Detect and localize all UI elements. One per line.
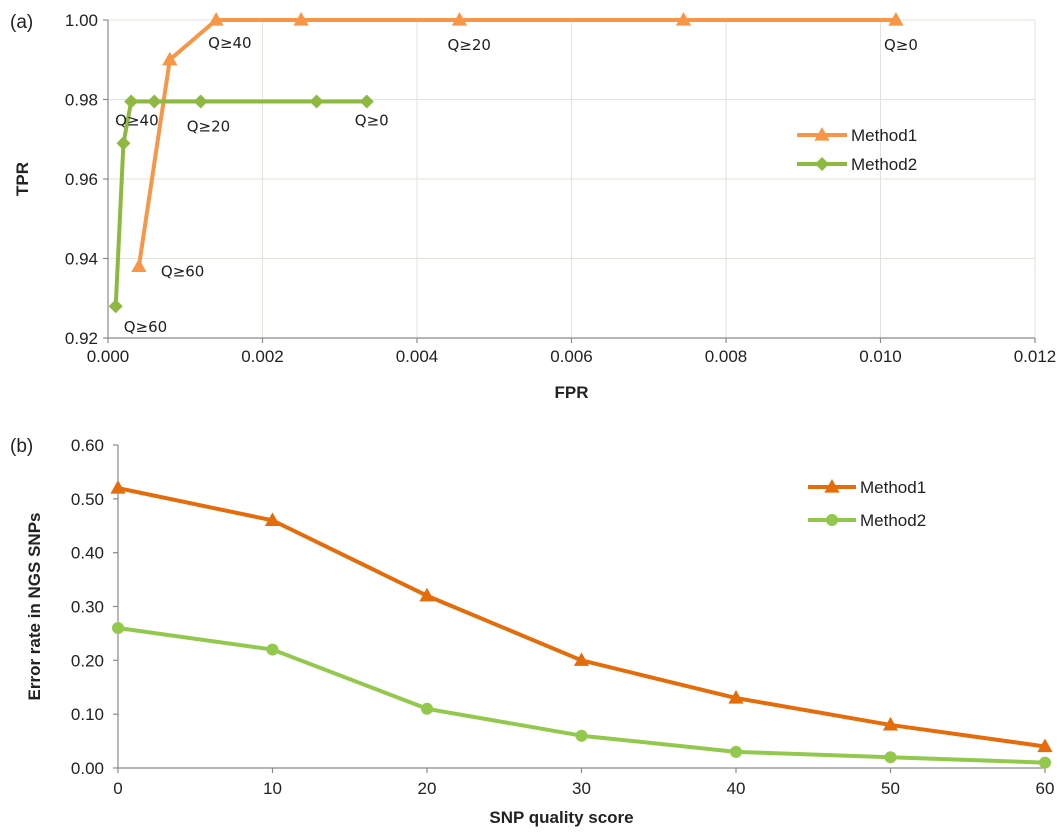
series-method2 — [108, 94, 374, 314]
y-axis-title: TPR — [13, 162, 32, 196]
data-point — [147, 94, 162, 109]
data-point — [124, 94, 139, 109]
series-line — [113, 99, 367, 307]
data-point — [675, 12, 692, 26]
x-tick-label: 0.004 — [396, 347, 439, 366]
y-tick-label: 0.30 — [71, 598, 104, 617]
data-point — [884, 751, 897, 764]
data-point — [116, 136, 131, 151]
x-axis-title: SNP quality score — [489, 808, 633, 827]
x-tick-label: 30 — [572, 779, 591, 798]
data-point — [112, 622, 124, 635]
data-point — [575, 729, 588, 742]
x-axis-title: FPR — [555, 383, 589, 402]
y-tick-label: 0.10 — [71, 705, 104, 724]
data-point — [421, 702, 433, 715]
annotation-label: Q≥60 — [124, 318, 167, 336]
data-point — [730, 745, 742, 758]
y-tick-label: 1.00 — [65, 11, 98, 30]
x-tick-label: 20 — [418, 779, 437, 798]
legend-swatch-marker — [824, 479, 840, 493]
annotation-label: Q≥60 — [161, 262, 204, 280]
x-tick-label: 0.002 — [241, 347, 284, 366]
x-tick-label: 0.006 — [550, 347, 593, 366]
data-point — [108, 299, 123, 314]
chart-a: (a) 0.92 0.94 0.96 0.98 1.00 0.000 0.002 0.004 0.… — [10, 11, 1056, 402]
annotation-label: Q≥20 — [187, 117, 230, 135]
legend-a: Method1 Method2 — [797, 126, 917, 174]
annotation-label: Q≥0 — [884, 36, 918, 54]
legend-b: Method1 Method2 — [808, 478, 926, 530]
y-tick-label: 0.92 — [65, 329, 98, 348]
x-tick-label: 60 — [1036, 779, 1055, 798]
legend-label: Method2 — [860, 511, 926, 530]
y-tick-label: 0.94 — [65, 250, 98, 269]
data-point — [359, 94, 374, 109]
data-point — [419, 587, 435, 602]
chart-b: (b) 0.00 0.10 0.20 0.30 0.40 0.50 0.60 0 10 20 30 40… — [10, 436, 1054, 827]
x-tick-label: 10 — [263, 779, 282, 798]
legend-swatch-marker — [826, 514, 838, 526]
annotation-label: Q≥40 — [208, 34, 251, 52]
panel-label-b: (b) — [10, 436, 33, 457]
data-point — [131, 258, 147, 273]
data-point — [1039, 756, 1051, 769]
y-tick-label: 0.98 — [65, 91, 98, 110]
data-point — [573, 652, 590, 666]
annotation-label: Q≥40 — [115, 111, 158, 129]
annotation-label: Q≥20 — [447, 36, 490, 54]
x-tick-label: 0.010 — [859, 347, 902, 366]
series-method1 — [131, 12, 904, 273]
annotation-label: Q≥0 — [355, 111, 389, 129]
series-method2 — [112, 622, 1051, 769]
data-point — [728, 690, 744, 704]
y-tick-label: 0.20 — [71, 651, 104, 670]
series-method1 — [110, 480, 1053, 753]
data-point — [193, 94, 208, 109]
data-point — [451, 12, 468, 26]
data-point — [293, 12, 309, 26]
y-axis-title: Error rate in NGS SNPs — [25, 512, 44, 700]
y-tick-label: 0.96 — [65, 170, 98, 189]
legend-swatch-marker — [815, 157, 829, 171]
data-point — [882, 716, 899, 731]
x-tick-label: 50 — [881, 779, 900, 798]
legend-swatch-marker — [814, 127, 830, 141]
data-point — [110, 480, 126, 494]
data-point — [1037, 738, 1053, 753]
y-tick-label: 0.00 — [71, 759, 104, 778]
x-tick-label: 0.008 — [705, 347, 748, 366]
y-tick-label: 0.60 — [71, 436, 104, 455]
data-point — [208, 12, 224, 26]
data-point — [888, 12, 904, 26]
x-tick-label: 0 — [113, 779, 122, 798]
legend-label: Method1 — [851, 126, 917, 145]
data-point — [162, 51, 178, 66]
legend-label: Method2 — [851, 155, 917, 174]
series-line — [136, 18, 896, 267]
series-line — [117, 626, 1046, 765]
x-tick-label: 0.000 — [87, 347, 130, 366]
data-point — [309, 94, 324, 109]
x-tick-label: 0.012 — [1014, 347, 1057, 366]
panel-label-a: (a) — [10, 12, 33, 33]
y-tick-label: 0.50 — [71, 490, 104, 509]
legend-label: Method1 — [860, 478, 926, 497]
data-point — [264, 512, 281, 526]
x-tick-label: 40 — [727, 779, 746, 798]
data-point — [266, 643, 279, 656]
y-tick-label: 0.40 — [71, 544, 104, 563]
